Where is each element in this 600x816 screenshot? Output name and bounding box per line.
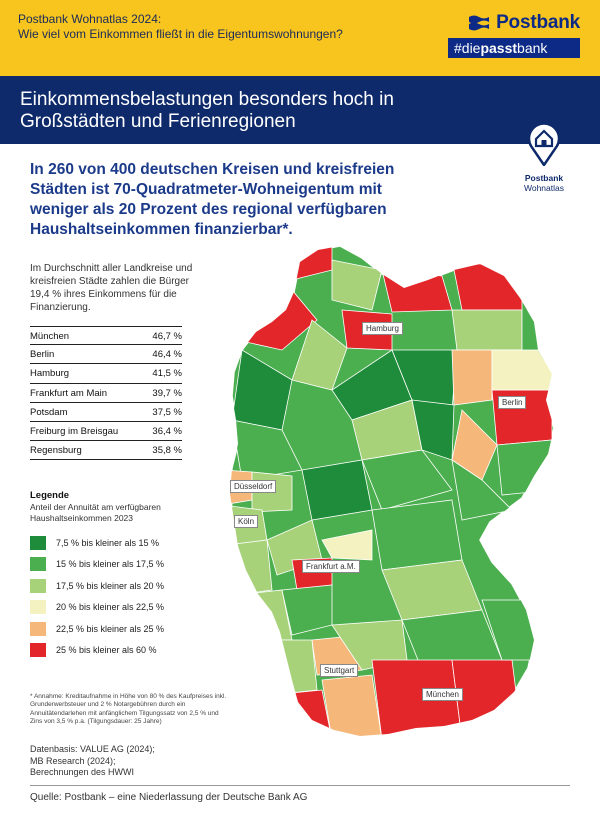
region-black-forest: [261, 639, 318, 696]
table-row: Hamburg 41,5 %: [30, 364, 182, 384]
table-row: Potsdam 37,5 %: [30, 403, 182, 422]
row-city: Regensburg: [30, 445, 82, 457]
region-baltic-coast: [381, 269, 453, 313]
table-row: Freiburg im Breisgau 36,4 %: [30, 422, 182, 442]
region-schleswig: [331, 259, 383, 311]
row-city: Berlin: [30, 349, 55, 361]
location-house-icon: [527, 122, 561, 168]
region-mv-inner: [451, 309, 523, 351]
header-line-2: Wie viel vom Einkommen fließt in die Eig…: [18, 27, 343, 41]
legend: Legende Anteil der Annuität am verfügbar…: [30, 490, 210, 661]
banner-title: Einkommensbelastungen besonders hoch in …: [20, 89, 394, 132]
region-allgaeu: [321, 674, 383, 736]
map-label-frankfurt: Frankfurt a.M.: [302, 560, 360, 573]
ranking-table: München 46,7 % Berlin 46,4 % Hamburg 41,5 %…: [30, 326, 182, 461]
row-value: 41,5 %: [152, 368, 182, 380]
legend-label: 7,5 % bis kleiner als 15 %: [56, 537, 160, 548]
legend-swatch: [30, 535, 46, 550]
row-value: 36,4 %: [152, 425, 182, 437]
legend-swatch: [30, 600, 46, 615]
region-lake-constance: [271, 689, 333, 736]
map-label-koeln: Köln: [234, 515, 259, 528]
map-label-duesseldorf: Düsseldorf: [230, 480, 277, 493]
region-brandenburg-west: [451, 349, 493, 406]
row-value: 35,8 %: [152, 445, 182, 457]
brand-tagline: #diepasstbank: [448, 38, 580, 58]
legend-item: 25 % bis kleiner als 60 %: [30, 640, 210, 662]
legend-item: 15 % bis kleiner als 17,5 %: [30, 554, 210, 576]
source-line: Quelle: Postbank – eine Niederlassung de…: [30, 792, 308, 803]
table-row: München 46,7 %: [30, 326, 182, 346]
region-franconia: [371, 499, 463, 571]
wohnatlas-badge: Postbank Wohnatlas: [514, 120, 574, 193]
table-row: Frankfurt am Main 39,7 %: [30, 384, 182, 403]
region-hesse-north: [301, 459, 373, 521]
map-label-hamburg: Hamburg: [362, 322, 403, 335]
legend-title: Legende: [30, 490, 70, 501]
legend-label: 20 % bis kleiner als 22,5 %: [56, 602, 165, 613]
badge-line-1: Postbank: [524, 173, 564, 183]
region-brandenburg-north: [491, 349, 553, 391]
footnote: * Annahme: Kreditaufnahme in Höhe von 80…: [30, 693, 227, 725]
divider: [30, 785, 570, 786]
row-city: München: [30, 331, 70, 342]
legend-label: 17,5 % bis kleiner als 20 %: [56, 580, 165, 591]
legend-swatch: [30, 578, 46, 593]
region-munich: [371, 659, 463, 736]
postbank-logo[interactable]: Postbank #diepasstbank: [448, 12, 580, 58]
legend-item: 7,5 % bis kleiner als 15 %: [30, 532, 210, 554]
region-lusatia: [496, 439, 553, 496]
header-line-1: Postbank Wohnatlas 2024:: [18, 12, 162, 26]
map-svg: [229, 245, 555, 737]
legend-swatch: [30, 621, 46, 636]
row-city: Frankfurt am Main: [30, 387, 108, 399]
row-value: 39,7 %: [152, 387, 182, 399]
headline: In 260 von 400 deutschen Kreisen und kre…: [30, 161, 395, 238]
legend-item: 17,5 % bis kleiner als 20 %: [30, 575, 210, 597]
region-thuringia: [361, 449, 453, 511]
postbank-flag-icon: [469, 15, 490, 31]
germany-choropleth-map: Hamburg Berlin Düsseldorf Köln Frankfurt…: [222, 240, 592, 785]
region-eifel: [230, 539, 273, 596]
intro-text: Im Durchschnitt aller Landkreise und kre…: [30, 263, 193, 313]
table-row: Berlin 46,4 %: [30, 345, 182, 365]
row-city: Freiburg im Breisgau: [30, 425, 119, 437]
row-city: Hamburg: [30, 368, 70, 380]
badge-line-2: Wohnatlas: [523, 183, 564, 193]
row-value: 37,5 %: [152, 406, 182, 418]
legend-swatch: [30, 557, 46, 572]
legend-item: 20 % bis kleiner als 22,5 %: [30, 597, 210, 619]
map-label-stuttgart: Stuttgart: [320, 664, 359, 677]
legend-label: 22,5 % bis kleiner als 25 %: [56, 623, 165, 634]
legend-subtitle: Anteil der Annuität am verfügbaren Haush…: [30, 502, 161, 523]
legend-item: 22,5 % bis kleiner als 25 %: [30, 618, 210, 640]
title-banner: Einkommensbelastungen besonders hoch in …: [0, 76, 600, 144]
legend-label: 25 % bis kleiner als 60 %: [56, 645, 157, 656]
row-city: Potsdam: [30, 406, 68, 418]
region-taunus: [321, 529, 373, 561]
row-value: 46,7 %: [152, 331, 182, 342]
data-basis-line: Berechnungen des HWWI: [30, 767, 135, 777]
data-basis: Datenbasis: VALUE AG (2024); MB Research…: [30, 744, 200, 779]
map-label-muenchen: München: [422, 688, 463, 701]
table-row: Regensburg 35,8 %: [30, 441, 182, 461]
legend-label: 15 % bis kleiner als 17,5 %: [56, 559, 165, 570]
legend-swatch: [30, 643, 46, 658]
data-basis-line: MB Research (2024);: [30, 755, 116, 766]
map-label-berlin: Berlin: [498, 396, 527, 409]
header-bar: Postbank Wohnatlas 2024: Wie viel vom Ei…: [0, 0, 600, 76]
data-basis-line: Datenbasis: VALUE AG (2024);: [30, 744, 155, 754]
row-value: 46,4 %: [152, 349, 182, 361]
brand-name: Postbank: [496, 12, 580, 33]
